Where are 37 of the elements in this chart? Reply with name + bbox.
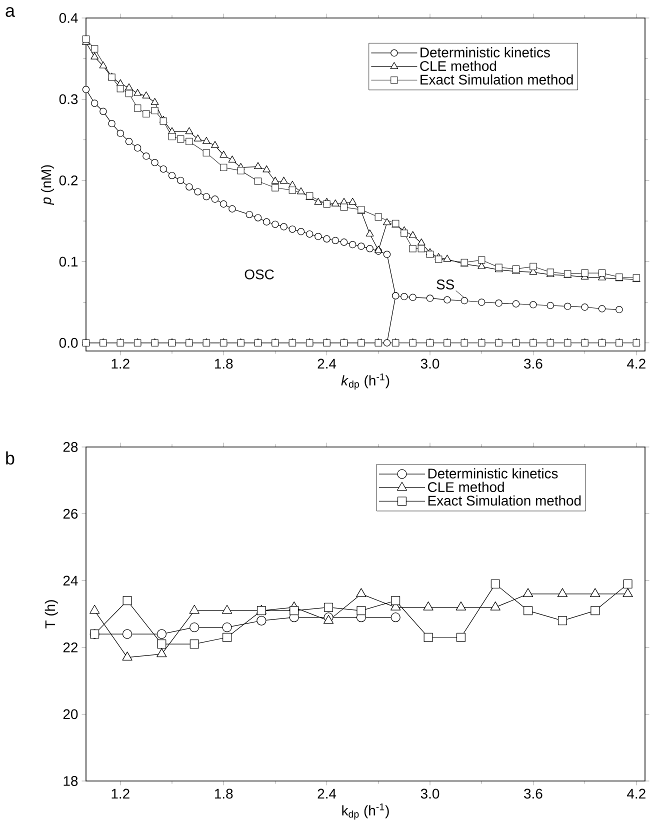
y-tick-label: 28 bbox=[63, 442, 78, 452]
x-tick-label: 1.2 bbox=[112, 788, 130, 799]
x-tick-label: 3.0 bbox=[420, 358, 440, 369]
y-axis-title: T (h) bbox=[44, 600, 58, 628]
y-tick-label: 24 bbox=[63, 576, 78, 586]
legend-label: CLE method bbox=[428, 482, 504, 492]
y-tick-label: 0.0 bbox=[59, 338, 78, 348]
x-tick-label: 2.4 bbox=[318, 358, 336, 369]
x-axis-title: k$_{dp}$ (h$^{-1}$) bbox=[341, 373, 390, 390]
legend-label: Deterministic kinetics bbox=[428, 468, 558, 478]
x-tick-label: 1.8 bbox=[214, 358, 233, 369]
legend-label: CLE method bbox=[420, 60, 496, 71]
y-tick-label: 22 bbox=[63, 642, 78, 652]
x-tick-label: 4.2 bbox=[627, 788, 646, 799]
x-tick-label: 1.2 bbox=[112, 358, 130, 369]
x-axis-title: k$_{dp}$ (h$^{-1}$) bbox=[342, 803, 389, 820]
x-tick-label: 1.8 bbox=[214, 788, 233, 799]
x-tick-label: 3.6 bbox=[524, 788, 542, 799]
annotation: OSC bbox=[244, 269, 274, 280]
y-tick-label: 0.2 bbox=[59, 175, 78, 186]
y-axis-title: p (nM) bbox=[40, 165, 54, 205]
legend-label: Exact Simulation method bbox=[420, 74, 573, 85]
y-tick-label: 18 bbox=[64, 776, 78, 786]
text: b bbox=[6, 451, 14, 465]
y-tick-label: 0.1 bbox=[59, 256, 78, 267]
y-tick-label: 0.4 bbox=[59, 13, 78, 23]
legend-label: Deterministic kinetics bbox=[420, 47, 550, 58]
y-tick-label: 26 bbox=[63, 508, 78, 519]
x-tick-label: 3.6 bbox=[524, 358, 542, 369]
x-tick-label: 4.2 bbox=[627, 358, 646, 369]
x-tick-label: 2.4 bbox=[318, 788, 336, 799]
y-tick-label: 0.3 bbox=[59, 94, 78, 104]
legend-label: Exact Simulation method bbox=[428, 495, 581, 506]
annotation: SS bbox=[436, 280, 454, 290]
text: a bbox=[6, 7, 15, 17]
x-tick-label: 3.0 bbox=[420, 788, 440, 799]
y-tick-label: 20 bbox=[63, 709, 78, 720]
